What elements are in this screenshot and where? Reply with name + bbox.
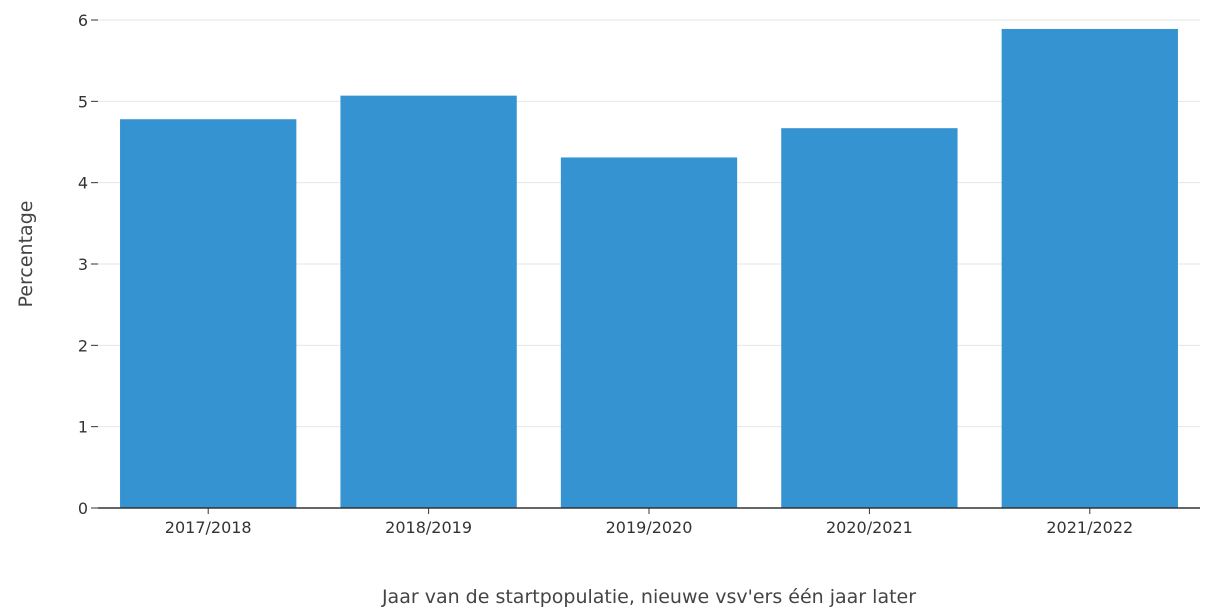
y-tick-label: 0 [78,499,88,518]
y-tick-label: 5 [78,92,88,111]
y-tick-label: 4 [78,174,88,193]
x-tick-label: 2021/2022 [1046,518,1133,537]
bars [120,28,1178,509]
bar[interactable] [1001,28,1178,509]
y-tick-label: 3 [78,255,88,274]
bar[interactable] [781,128,958,508]
x-tick-label: 2019/2020 [606,518,693,537]
y-tick-label: 6 [78,11,88,30]
y-axis-ticks: 0 1 2 3 4 5 6 [78,11,98,518]
y-axis-title: Percentage [15,201,37,308]
y-tick-label: 1 [78,418,88,437]
x-axis-ticks: 2017/2018 2018/2019 2019/2020 2020/2021 2021… [165,508,1133,537]
x-tick-label: 2020/2021 [826,518,913,537]
x-tick-label: 2018/2019 [385,518,472,537]
x-tick-label: 2017/2018 [165,518,252,537]
bar[interactable] [340,95,517,508]
bar[interactable] [560,157,738,508]
y-tick-label: 2 [78,336,88,355]
x-axis-title: Jaar van de startpopulatie, nieuwe vsv'e… [381,586,916,608]
bar[interactable] [120,119,297,508]
